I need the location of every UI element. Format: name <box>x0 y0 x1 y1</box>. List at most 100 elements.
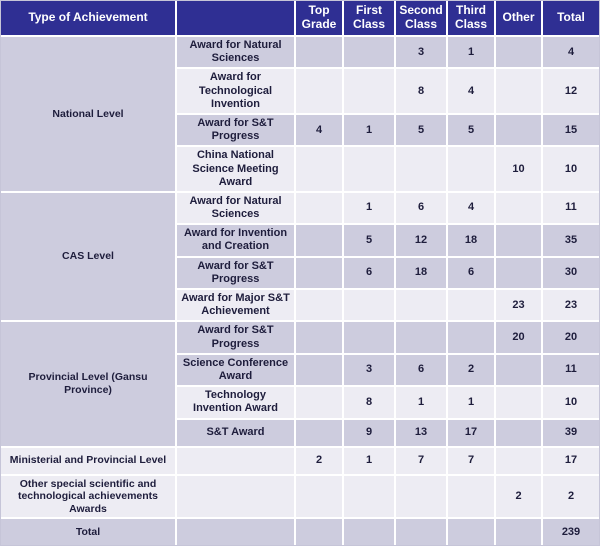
first-class-cell: 3 <box>342 352 396 388</box>
category-cell <box>175 517 296 546</box>
other-cell: 10 <box>494 145 543 193</box>
top-grade-cell: 4 <box>294 112 344 148</box>
third-class-cell: 1 <box>446 34 496 70</box>
first-class-cell <box>342 320 396 355</box>
first-class-cell <box>342 67 396 115</box>
header-first-class: First Class <box>342 0 396 37</box>
group-label-cell: Other special scientific and technologic… <box>0 473 177 520</box>
top-grade-cell <box>294 517 344 546</box>
third-class-cell <box>446 287 496 323</box>
first-class-cell <box>342 287 396 323</box>
category-cell: China National Science Meeting Award <box>175 145 296 193</box>
category-cell: Award for S&T Progress <box>175 255 296 291</box>
header-third-class: Third Class <box>446 0 496 37</box>
third-class-cell: 5 <box>446 112 496 148</box>
table-row: China National Science Meeting Award 10 10 <box>1 145 600 193</box>
first-class-cell: 5 <box>342 223 396 258</box>
table-row: Other special scientific and technologic… <box>0 473 600 520</box>
top-grade-cell <box>294 385 344 420</box>
table-row: Technology Invention Award 8 1 1 10 <box>1 385 600 420</box>
second-class-cell: 7 <box>394 445 448 476</box>
other-cell <box>494 34 543 70</box>
third-class-cell: 17 <box>446 417 496 448</box>
other-cell: 23 <box>494 287 543 323</box>
first-class-cell <box>342 517 396 546</box>
other-cell <box>494 517 543 546</box>
second-class-cell: 12 <box>394 223 448 258</box>
third-class-cell <box>446 473 496 520</box>
header-top-grade: Top Grade <box>294 0 344 37</box>
third-class-cell: 1 <box>446 385 496 420</box>
first-class-cell: 1 <box>342 445 396 476</box>
top-grade-cell <box>294 145 344 193</box>
total-cell: 17 <box>541 445 600 476</box>
category-cell: Science Conference Award <box>175 352 296 388</box>
header-total: Total <box>541 0 600 37</box>
third-class-cell <box>446 320 496 355</box>
total-cell: 35 <box>541 223 600 258</box>
total-cell: 239 <box>541 517 600 546</box>
second-class-cell: 8 <box>394 67 448 115</box>
table-row: Award for Technological Invention 8 4 12 <box>1 67 600 115</box>
total-cell: 20 <box>541 320 600 355</box>
second-class-cell <box>394 320 448 355</box>
category-cell: Award for S&T Progress <box>175 320 296 355</box>
header-subtype-spacer <box>175 0 296 37</box>
other-cell <box>494 67 543 115</box>
top-grade-cell <box>294 352 344 388</box>
total-cell: 30 <box>541 255 600 291</box>
top-grade-cell <box>294 190 344 226</box>
table-row: Award for Invention and Creation 5 12 18 35 <box>1 223 600 258</box>
second-class-cell <box>394 517 448 546</box>
table-row: Total 239 <box>0 517 600 546</box>
top-grade-cell: 2 <box>294 445 344 476</box>
other-cell: 20 <box>494 320 543 355</box>
top-grade-cell <box>294 417 344 448</box>
second-class-cell: 5 <box>394 112 448 148</box>
category-cell <box>175 445 296 476</box>
header-type-of-achievement: Type of Achievement <box>0 0 177 37</box>
first-class-cell <box>342 145 396 193</box>
second-class-cell: 13 <box>394 417 448 448</box>
table-row: Science Conference Award 3 6 2 11 <box>1 352 600 388</box>
category-cell: Award for Natural Sciences <box>175 34 296 70</box>
total-cell: 15 <box>541 112 600 148</box>
table-row: Award for S&T Progress 4 1 5 5 15 <box>1 112 600 148</box>
table-row: Award for Major S&T Achievement 23 23 <box>1 287 600 323</box>
table-row: S&T Award 9 13 17 39 <box>1 417 600 448</box>
second-class-cell: 6 <box>394 352 448 388</box>
top-grade-cell <box>294 67 344 115</box>
third-class-cell: 18 <box>446 223 496 258</box>
group-label-cell: Ministerial and Provincial Level <box>0 445 177 476</box>
top-grade-cell <box>294 287 344 323</box>
second-class-cell <box>394 287 448 323</box>
second-class-cell: 3 <box>394 34 448 70</box>
second-class-cell: 18 <box>394 255 448 291</box>
table-header: Type of Achievement Top Grade First Clas… <box>0 0 600 37</box>
category-cell <box>175 473 296 520</box>
category-cell: Award for S&T Progress <box>175 112 296 148</box>
other-cell <box>494 112 543 148</box>
other-cell <box>494 190 543 226</box>
third-class-cell: 4 <box>446 190 496 226</box>
category-cell: Award for Natural Sciences <box>175 190 296 226</box>
third-class-cell: 7 <box>446 445 496 476</box>
category-cell: Award for Major S&T Achievement <box>175 287 296 323</box>
other-cell <box>494 223 543 258</box>
category-cell: Award for Invention and Creation <box>175 223 296 258</box>
header-second-class: Second Class <box>394 0 448 37</box>
group-label-cell: Total <box>0 517 177 546</box>
third-class-cell: 4 <box>446 67 496 115</box>
second-class-cell: 1 <box>394 385 448 420</box>
third-class-cell: 6 <box>446 255 496 291</box>
top-grade-cell <box>294 34 344 70</box>
category-cell: Technology Invention Award <box>175 385 296 420</box>
total-cell: 11 <box>541 190 600 226</box>
first-class-cell <box>342 473 396 520</box>
total-cell: 4 <box>541 34 600 70</box>
group-label-cell: CAS Level <box>0 190 177 323</box>
category-cell: Award for Technological Invention <box>175 67 296 115</box>
second-class-cell <box>394 145 448 193</box>
top-grade-cell <box>294 255 344 291</box>
